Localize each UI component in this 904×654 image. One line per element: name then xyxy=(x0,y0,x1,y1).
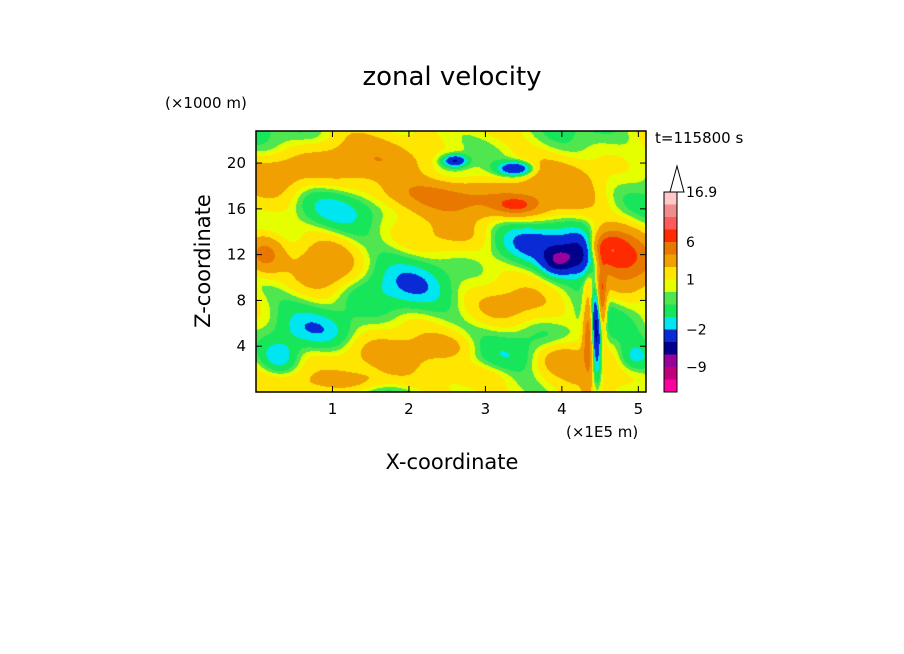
x-axis-title: X-coordinate xyxy=(386,450,519,474)
colorbar-band xyxy=(664,304,677,317)
y-axis-ticks: 4 8 12 16 20 xyxy=(227,154,646,355)
x-tick-label: 4 xyxy=(557,400,567,418)
y-tick-label: 16 xyxy=(227,200,246,218)
colorbar-band xyxy=(664,292,677,305)
colorbar-band xyxy=(664,367,677,380)
colorbar-band xyxy=(664,354,677,367)
colorbar-band xyxy=(664,204,677,217)
colorbar-label: −2 xyxy=(686,323,707,339)
colorbar-bands xyxy=(663,191,678,393)
y-axis-title: Z-coordinate xyxy=(191,194,215,328)
y-tick-label: 20 xyxy=(227,154,246,172)
colorbar-label: 16.9 xyxy=(686,185,717,201)
y-tick-label: 8 xyxy=(236,291,246,309)
colorbar-labels: 16.9 6 1 −2 −9 xyxy=(686,185,717,376)
colorbar-band xyxy=(664,379,677,392)
colorbar-band xyxy=(664,242,677,255)
colorbar-band xyxy=(664,254,677,267)
colorbar-label: −9 xyxy=(686,360,707,376)
x-tick-label: 2 xyxy=(404,400,414,418)
y-unit-label: (×1000 m) xyxy=(165,94,247,112)
colorbar-band xyxy=(664,279,677,292)
colorbar-band xyxy=(664,217,677,230)
contour-field xyxy=(256,131,646,392)
colorbar-band xyxy=(664,317,677,330)
y-tick-label: 12 xyxy=(227,246,246,264)
colorbar-band xyxy=(664,267,677,280)
x-tick-label: 1 xyxy=(328,400,338,418)
colorbar-label: 6 xyxy=(686,235,695,251)
x-axis-ticks: 1 2 3 4 5 xyxy=(328,131,643,418)
time-label: t=115800 s xyxy=(655,129,743,147)
colorbar-band xyxy=(664,192,677,205)
colorbar-max-arrow xyxy=(669,164,685,193)
colorbar-band xyxy=(664,342,677,355)
colorbar-band xyxy=(664,229,677,242)
chart-title: zonal velocity xyxy=(362,62,541,92)
x-unit-label: (×1E5 m) xyxy=(566,423,638,441)
x-tick-label: 3 xyxy=(481,400,491,418)
colorbar-band xyxy=(664,329,677,342)
plot-frame xyxy=(255,130,647,393)
colorbar-label: 1 xyxy=(686,273,695,289)
colorbar: 16.9 6 1 −2 −9 xyxy=(663,164,717,393)
y-tick-label: 4 xyxy=(236,337,246,355)
x-tick-label: 5 xyxy=(634,400,644,418)
